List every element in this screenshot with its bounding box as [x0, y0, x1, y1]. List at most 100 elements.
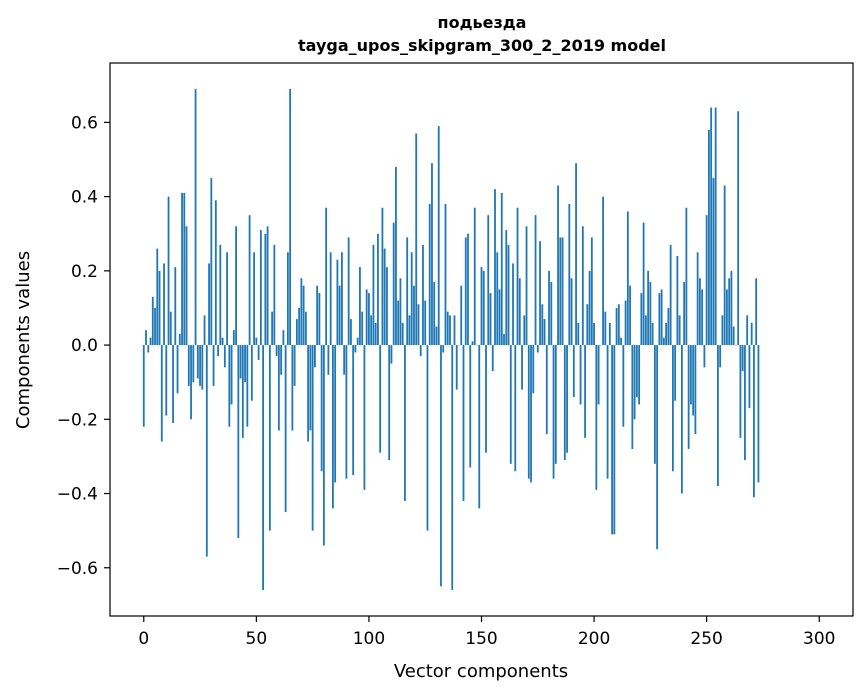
bar-component-264 — [737, 111, 740, 346]
bar-component-69 — [298, 307, 301, 346]
bar-component-21 — [190, 345, 192, 420]
bar-component-270 — [750, 322, 753, 346]
bar-component-34 — [219, 244, 222, 346]
bar-component-102 — [372, 244, 375, 346]
bar-component-83 — [329, 252, 332, 346]
bar-component-110 — [390, 345, 393, 364]
bar-component-259 — [726, 289, 728, 346]
bar-component-193 — [577, 322, 580, 346]
bar-component-40 — [232, 330, 235, 346]
bar-component-134 — [444, 204, 447, 346]
bar-component-170 — [525, 226, 528, 346]
bar-component-214 — [624, 300, 627, 346]
bar-component-171 — [527, 345, 530, 479]
bar-component-23 — [194, 88, 197, 346]
y-tick-label: 0.2 — [71, 262, 98, 282]
y-tick-label: 0.4 — [71, 188, 98, 208]
bar-component-8 — [160, 345, 163, 442]
bar-component-29 — [208, 263, 210, 346]
bar-component-210 — [615, 307, 618, 346]
bar-component-184 — [557, 185, 559, 346]
bar-component-172 — [530, 345, 532, 483]
bar-component-252 — [710, 107, 713, 346]
bar-component-108 — [386, 267, 388, 346]
bar-component-167 — [518, 278, 521, 346]
bar-component-207 — [608, 322, 611, 346]
bar-component-73 — [307, 345, 310, 442]
bar-component-36 — [223, 345, 226, 368]
bar-component-42 — [237, 345, 240, 539]
x-axis-ticks: 0 50 100 150 200 250 300 — [138, 616, 835, 649]
bar-component-146 — [471, 341, 474, 346]
bar-component-94 — [354, 345, 357, 353]
bar-component-228 — [656, 345, 659, 550]
bar-component-238 — [678, 315, 681, 346]
bar-component-2 — [147, 345, 150, 353]
bar-component-268 — [746, 315, 749, 346]
bar-component-234 — [669, 244, 672, 346]
bar-component-201 — [595, 345, 598, 490]
bar-component-237 — [676, 255, 679, 346]
bar-component-22 — [192, 345, 195, 383]
bar-component-269 — [748, 345, 751, 409]
bar-component-211 — [617, 304, 620, 346]
bar-component-54 — [264, 233, 267, 346]
bar-component-120 — [413, 285, 415, 346]
bar-component-82 — [327, 345, 330, 375]
bar-component-37 — [226, 252, 228, 346]
x-tick-label: 250 — [690, 629, 722, 649]
bar-component-186 — [561, 237, 564, 346]
bar-component-90 — [345, 345, 348, 479]
chart-title-line-1: подьезда — [438, 13, 527, 32]
bar-component-197 — [586, 304, 589, 346]
bar-component-60 — [277, 345, 280, 431]
bar-component-145 — [469, 345, 472, 468]
bar-component-173 — [532, 345, 535, 394]
bar-component-182 — [552, 345, 555, 479]
bar-component-157 — [496, 252, 499, 346]
bar-component-41 — [235, 226, 237, 346]
bar-component-194 — [579, 345, 582, 405]
bar-component-198 — [588, 270, 591, 346]
bar-component-109 — [388, 345, 391, 461]
bar-component-49 — [253, 252, 255, 346]
bar-component-257 — [721, 315, 724, 346]
bar-component-98 — [363, 345, 366, 490]
bar-component-18 — [183, 192, 186, 346]
bar-component-139 — [455, 345, 458, 390]
bar-component-12 — [169, 311, 172, 346]
bar-component-262 — [732, 326, 735, 346]
y-axis-label: Components values — [13, 251, 34, 429]
bar-component-9 — [163, 263, 165, 346]
bar-component-190 — [570, 278, 573, 346]
bar-component-119 — [410, 252, 413, 346]
bar-component-15 — [176, 345, 179, 394]
bar-component-104 — [377, 233, 379, 346]
bar-component-27 — [203, 315, 206, 346]
bar-component-11 — [167, 196, 170, 346]
bar-component-6 — [156, 248, 159, 346]
bar-component-28 — [205, 345, 208, 557]
bar-component-180 — [548, 270, 550, 346]
bar-component-256 — [719, 345, 722, 368]
bar-component-165 — [514, 345, 517, 472]
bar-component-240 — [683, 281, 686, 346]
bar-component-129 — [433, 281, 436, 346]
bar-component-229 — [658, 293, 661, 346]
bar-component-62 — [282, 330, 285, 346]
bar-component-75 — [311, 345, 314, 531]
bar-component-106 — [381, 207, 384, 346]
bar-component-196 — [584, 345, 586, 438]
x-tick-label: 50 — [246, 629, 268, 649]
bar-component-58 — [273, 244, 276, 346]
bar-component-266 — [741, 345, 744, 372]
bar-component-212 — [620, 337, 622, 346]
bar-component-112 — [395, 166, 397, 346]
bar-component-168 — [521, 345, 523, 390]
bar-component-74 — [309, 345, 312, 431]
bar-component-183 — [554, 345, 557, 464]
bar-component-202 — [597, 345, 600, 405]
bar-component-153 — [487, 215, 490, 346]
bar-component-273 — [757, 345, 760, 483]
bar-component-204 — [602, 196, 604, 346]
